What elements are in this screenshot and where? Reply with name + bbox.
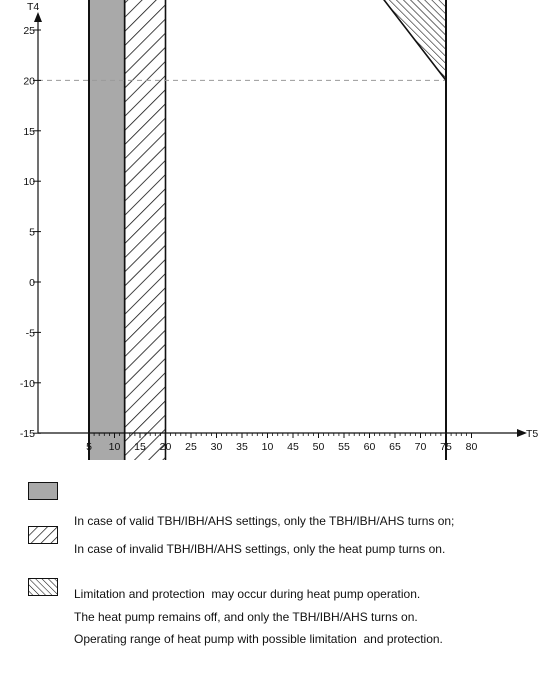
x-axis-arrow bbox=[517, 429, 527, 437]
envelope-border bbox=[88, 0, 447, 460]
legend-line: The heat pump remains off, and only the … bbox=[74, 610, 418, 624]
x-tick-label: 15 bbox=[134, 441, 146, 453]
y-tick-label: -15 bbox=[20, 428, 35, 440]
x-tick-label: 70 bbox=[415, 441, 427, 453]
x-tick-label: 80 bbox=[466, 441, 478, 453]
y-tick-label: -5 bbox=[26, 327, 35, 339]
x-tick-label: 30 bbox=[211, 441, 223, 453]
y-tick-label: 0 bbox=[29, 277, 35, 289]
dense-hatch-swatch bbox=[28, 578, 58, 596]
regions-layer bbox=[88, 0, 447, 460]
x-tick-label: 10 bbox=[109, 441, 121, 453]
region-gray bbox=[88, 0, 126, 460]
y-tick-label: 20 bbox=[23, 75, 35, 87]
y-tick-label: 15 bbox=[23, 126, 35, 138]
gray-fill-swatch bbox=[28, 482, 58, 500]
x-tick-label: 25 bbox=[185, 441, 197, 453]
x-tick-label: 75 bbox=[440, 441, 452, 453]
legend-line: In case of invalid TBH/IBH/AHS settings,… bbox=[74, 542, 446, 556]
x-tick-label: 10 bbox=[262, 441, 274, 453]
x-tick-label: 35 bbox=[236, 441, 248, 453]
legend-text-tbh-only: In case of valid TBH/IBH/AHS settings, o… bbox=[74, 484, 454, 559]
y-tick-label: 10 bbox=[23, 176, 35, 188]
operating-range-chart: T5 T4 5101520253035104550556065707580454… bbox=[20, 0, 538, 460]
operating-envelope bbox=[88, 0, 447, 460]
x-tick-label: 60 bbox=[364, 441, 376, 453]
y-axis-title: T4 bbox=[27, 1, 39, 13]
legend-text-heat-pump-off: The heat pump remains off, and only the … bbox=[74, 580, 418, 655]
region-hatch-dense bbox=[383, 0, 447, 83]
y-tick-label: 5 bbox=[29, 227, 35, 239]
x-tick-label: 45 bbox=[287, 441, 299, 453]
x-axis-title: T5 bbox=[526, 428, 538, 440]
y-axis-arrow bbox=[34, 12, 42, 22]
diagonal-hatch-swatch bbox=[28, 526, 58, 544]
axes: T5 T4 bbox=[27, 1, 538, 440]
x-tick-label: 20 bbox=[160, 441, 172, 453]
y-tick-label: 25 bbox=[23, 25, 35, 37]
x-tick-label: 50 bbox=[313, 441, 325, 453]
region-hatch-diagonal bbox=[123, 0, 167, 460]
legend-line: In case of valid TBH/IBH/AHS settings, o… bbox=[74, 514, 455, 528]
ticks: 5101520253035104550556065707580454035302… bbox=[20, 25, 478, 453]
x-tick-label: 55 bbox=[338, 441, 350, 453]
y-tick-label: -10 bbox=[20, 378, 35, 390]
x-tick-label: 5 bbox=[86, 441, 92, 453]
x-tick-label: 65 bbox=[389, 441, 401, 453]
